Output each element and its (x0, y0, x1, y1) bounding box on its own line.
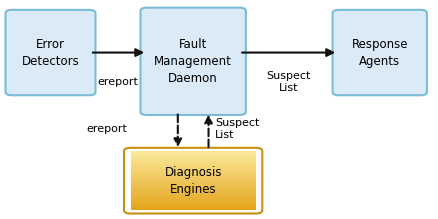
Bar (131, 175, 255, 176)
Text: Suspect
List: Suspect List (266, 71, 311, 93)
Bar (131, 180, 255, 181)
Bar (131, 185, 255, 186)
FancyBboxPatch shape (6, 10, 95, 95)
Bar (131, 165, 255, 166)
FancyBboxPatch shape (140, 8, 245, 115)
Bar (131, 172, 255, 173)
Bar (131, 192, 255, 193)
Bar (131, 173, 255, 174)
Bar (131, 195, 255, 196)
Bar (131, 174, 255, 175)
Bar (131, 195, 255, 196)
Text: Fault
Management
Daemon: Fault Management Daemon (154, 38, 232, 85)
Text: Response
Agents: Response Agents (351, 38, 407, 67)
Bar (131, 193, 255, 194)
Bar (131, 187, 255, 188)
Bar (131, 186, 255, 187)
Bar (131, 194, 255, 195)
Bar (131, 179, 255, 180)
Bar (131, 200, 255, 201)
Bar (131, 170, 255, 171)
Bar (131, 202, 255, 203)
Bar (131, 176, 255, 177)
Bar (131, 205, 255, 206)
Text: Suspect
List: Suspect List (215, 118, 259, 140)
Bar (131, 157, 255, 158)
Bar (131, 161, 255, 162)
Bar (131, 162, 255, 163)
Bar (131, 198, 255, 199)
Bar (131, 208, 255, 209)
Bar (131, 171, 255, 172)
Bar (131, 163, 255, 164)
Bar (131, 166, 255, 167)
Bar (131, 152, 255, 153)
Bar (131, 177, 255, 178)
Bar (131, 160, 255, 161)
Bar (131, 188, 255, 189)
Bar (131, 158, 255, 159)
Bar (131, 207, 255, 208)
Bar (131, 156, 255, 157)
Text: ereport: ereport (86, 124, 127, 134)
Bar (131, 154, 255, 155)
Bar (131, 153, 255, 154)
Bar (131, 159, 255, 160)
Bar (131, 169, 255, 170)
Bar (131, 168, 255, 169)
Bar (131, 184, 255, 185)
Bar (131, 189, 255, 190)
Bar (131, 197, 255, 198)
Bar (131, 151, 255, 152)
Bar (131, 164, 255, 165)
Bar (131, 167, 255, 168)
Bar (131, 190, 255, 191)
Bar (131, 203, 255, 204)
Bar (131, 182, 255, 183)
Bar (131, 183, 255, 184)
Bar (131, 181, 255, 182)
Text: ereport: ereport (97, 77, 138, 87)
Text: Diagnosis
Engines: Diagnosis Engines (164, 166, 221, 196)
Bar (131, 155, 255, 156)
Bar (131, 209, 255, 210)
Bar (131, 204, 255, 205)
Bar (131, 191, 255, 192)
Bar (131, 199, 255, 200)
Text: Error
Detectors: Error Detectors (21, 38, 79, 67)
Bar (131, 196, 255, 197)
Bar (131, 201, 255, 202)
Bar (131, 178, 255, 179)
FancyBboxPatch shape (332, 10, 426, 95)
Bar (131, 206, 255, 207)
